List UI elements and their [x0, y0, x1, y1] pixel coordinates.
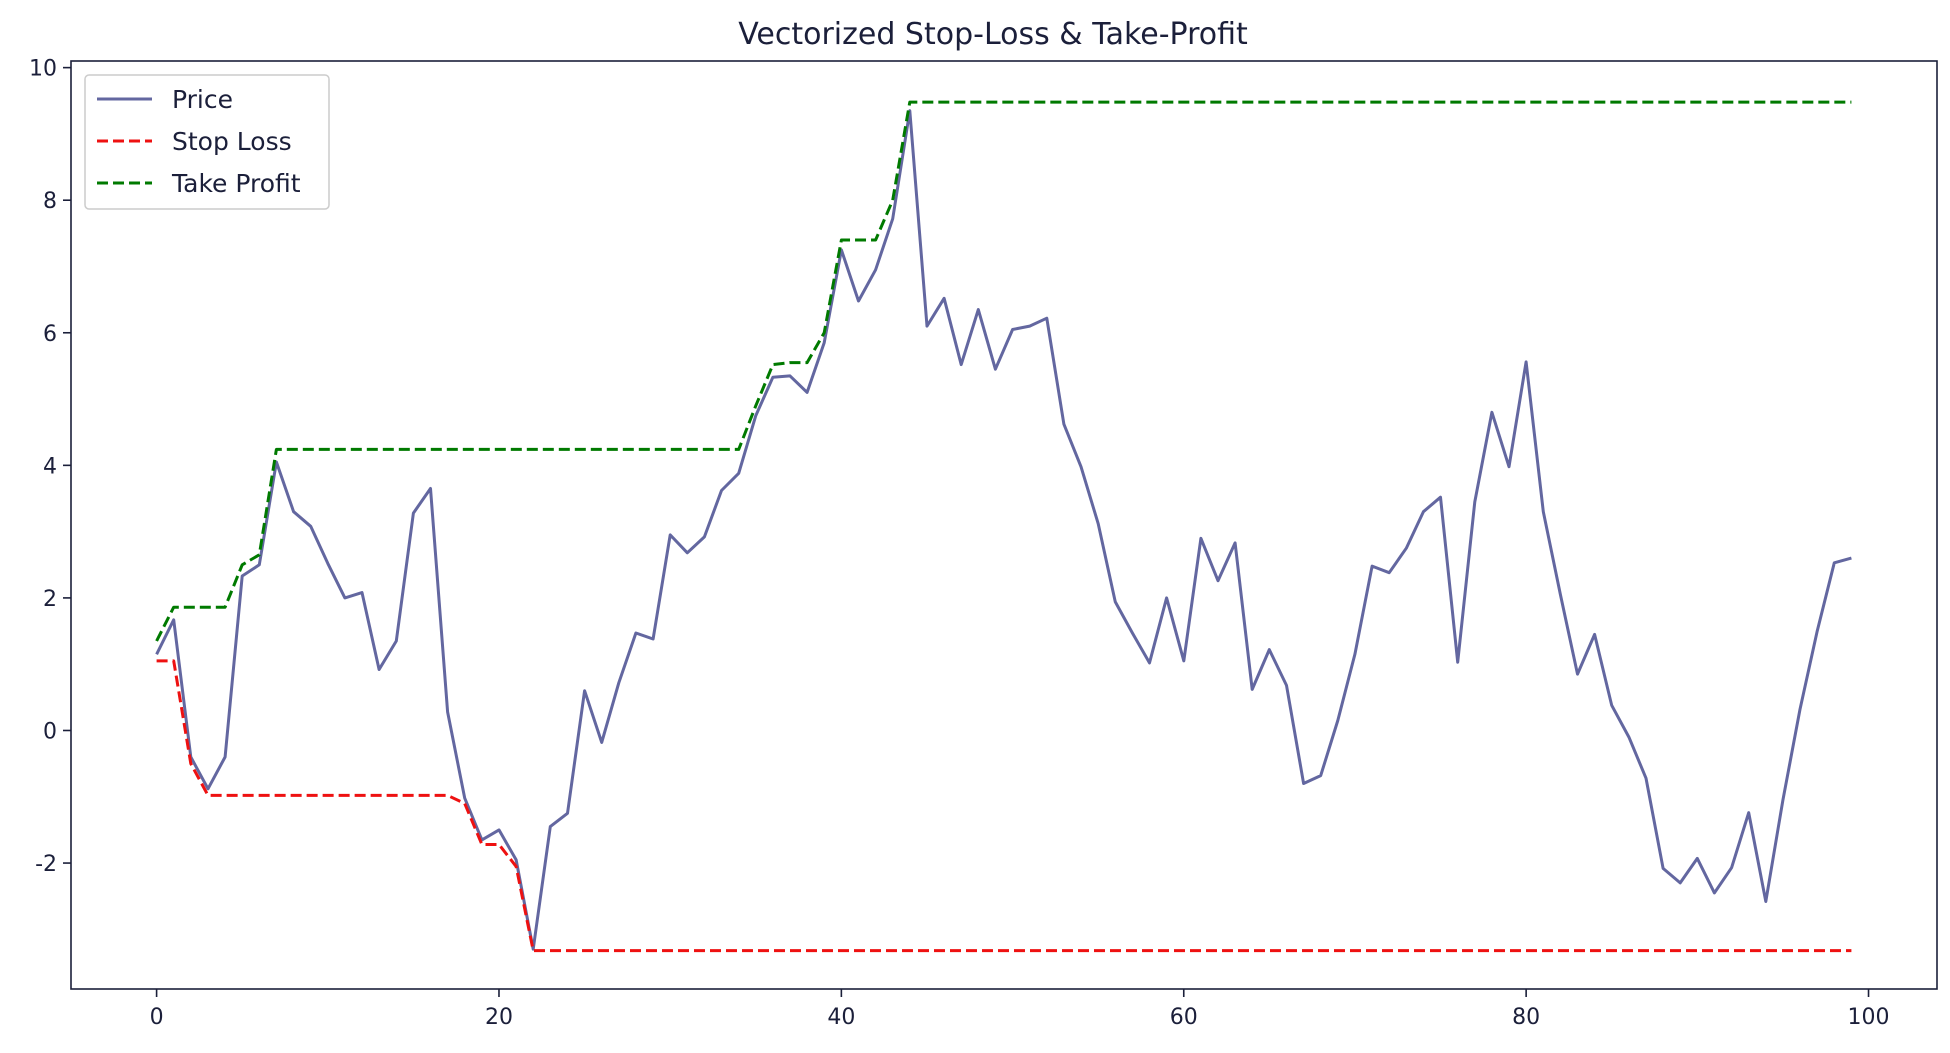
y-tick-label: 10 [29, 57, 57, 82]
legend-label: Take Profit [171, 169, 301, 198]
x-axis: 0 20 40 60 80 100 [150, 989, 1890, 1030]
plot-frame [70, 60, 1938, 990]
y-axis: -2 0 2 4 6 8 10 [29, 57, 71, 877]
y-tick-label: 0 [43, 719, 57, 744]
y-tick-label: 6 [43, 322, 57, 347]
x-tick-label: 20 [485, 1005, 513, 1030]
x-tick-label: 60 [1170, 1005, 1198, 1030]
series-line-take-profit [155, 100, 1852, 642]
series-line-stop-loss [156, 659, 1852, 953]
x-tick-label: 0 [150, 1005, 164, 1030]
series-layer [155, 100, 1852, 953]
x-tick-label: 80 [1512, 1005, 1540, 1030]
x-tick-label: 100 [1848, 1005, 1890, 1030]
legend-label: Price [172, 85, 233, 114]
y-tick-label: 8 [43, 189, 57, 214]
x-tick-label: 40 [827, 1005, 855, 1030]
legend-box [84, 74, 330, 210]
y-tick-label: -2 [35, 852, 57, 877]
legend: Price Stop Loss Take Profit [84, 74, 330, 210]
y-tick-label: 4 [43, 454, 57, 479]
y-tick-label: 2 [43, 587, 57, 612]
series-line-price [155, 109, 1852, 951]
legend-label: Stop Loss [172, 127, 292, 156]
chart-title: Vectorized Stop-Loss & Take-Profit [738, 17, 1248, 52]
